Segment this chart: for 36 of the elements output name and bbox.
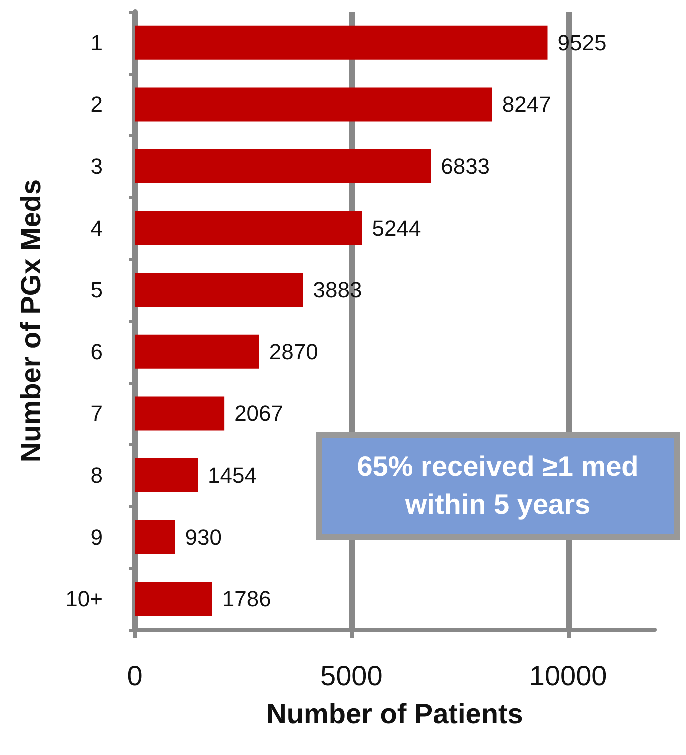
data-label: 930 <box>185 524 222 550</box>
data-label: 2067 <box>234 401 284 426</box>
bar <box>135 396 225 431</box>
x-axis-title: Number of Patients <box>266 698 524 730</box>
text-box: 65% received ≥1 med within 5 years <box>316 432 680 540</box>
x-tick-label: 10000 <box>529 660 608 692</box>
y-tick-label: 7 <box>90 401 103 426</box>
y-tick-label: 1 <box>90 30 103 56</box>
bar <box>135 582 212 616</box>
y-axis-title: Number of PGx Meds <box>16 179 46 463</box>
x-tick-label: 0 <box>127 660 143 692</box>
y-tick-label: 5 <box>90 278 103 303</box>
data-label: 6833 <box>441 154 490 179</box>
y-tick-label: 3 <box>90 154 103 179</box>
bar <box>135 273 304 308</box>
y-tick-label: 10+ <box>66 586 103 612</box>
bar <box>135 211 362 246</box>
bar <box>135 458 198 492</box>
data-label: 1454 <box>208 463 257 488</box>
bar <box>135 520 176 554</box>
data-label: 2870 <box>269 339 318 364</box>
data-label: 8247 <box>502 92 552 118</box>
bar <box>135 150 432 184</box>
y-tick-label: 9 <box>90 524 103 550</box>
y-tick-label: 2 <box>90 92 103 118</box>
bar <box>135 88 492 122</box>
y-tick-label: 8 <box>90 463 103 488</box>
x-tick-label: 5000 <box>320 660 383 692</box>
bar <box>135 334 260 369</box>
data-label: 9525 <box>558 30 607 56</box>
data-label: 1786 <box>222 586 272 612</box>
y-tick-label: 6 <box>90 339 103 364</box>
data-label: 3883 <box>313 278 362 303</box>
data-label: 5244 <box>372 216 422 241</box>
y-tick-label: 4 <box>90 216 103 241</box>
bar <box>135 26 548 60</box>
